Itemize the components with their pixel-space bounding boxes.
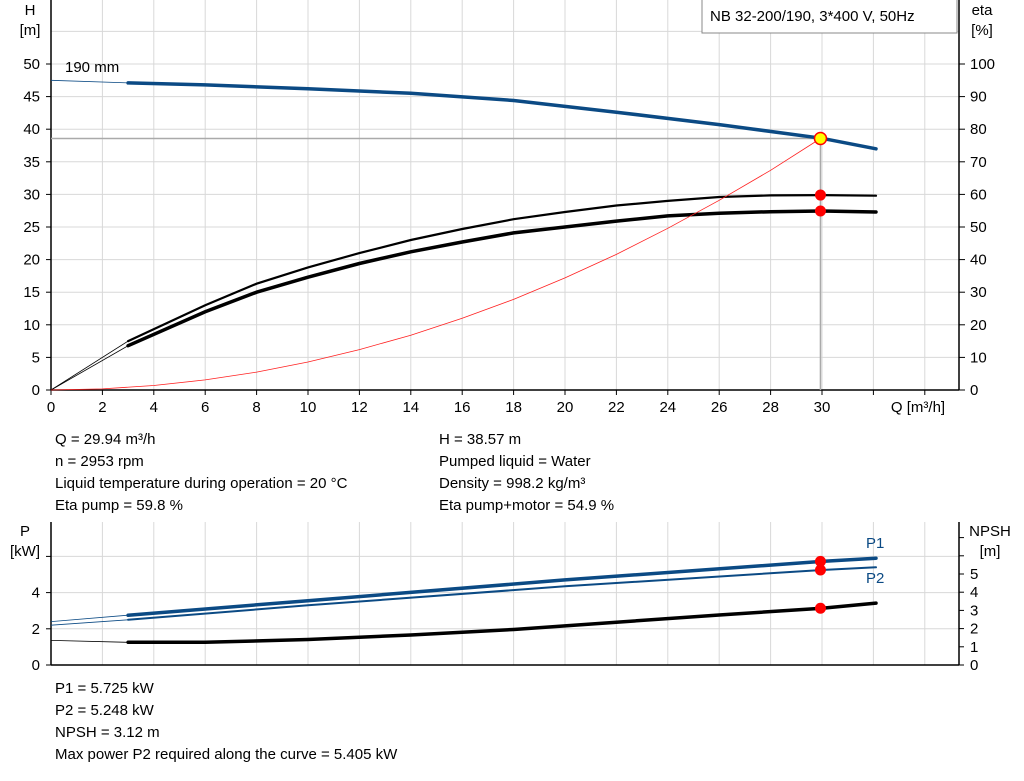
series-eta-pump-extension xyxy=(50,340,129,391)
y-tick-label-right: 60 xyxy=(970,186,987,203)
x-tick-label: 10 xyxy=(300,399,317,416)
title-box xyxy=(701,0,958,34)
result-temperature: Liquid temperature during operation = 20… xyxy=(55,475,348,492)
y-tick-label-left: 25 xyxy=(23,219,40,236)
y-tick-label-right: 40 xyxy=(970,252,987,269)
y-tick-label-left: 5 xyxy=(32,349,40,366)
x-tick-label: 0 xyxy=(47,399,55,416)
series-eta-pump-motor xyxy=(126,209,878,348)
duty-point-eta-pump xyxy=(814,189,826,201)
results-power: P1 = 5.725 kW P2 = 5.248 kW NPSH = 3.12 … xyxy=(55,678,397,766)
result-liquid: Pumped liquid = Water xyxy=(439,453,591,470)
y-axis-label-right-unit: [%] xyxy=(971,22,993,39)
x-axis-label: Q [m³/h] xyxy=(891,399,945,416)
y-axis-label-right: eta xyxy=(972,2,994,19)
y-tick-label-right: 4 xyxy=(970,584,978,601)
series-system-curve xyxy=(50,138,821,391)
result-max-p2: Max power P2 required along the curve = … xyxy=(55,746,398,763)
y-tick-label-left: 30 xyxy=(23,186,40,203)
results-left: Q = 29.94 m³/h n = 2953 rpm Liquid tempe… xyxy=(55,429,347,517)
y-axis-label-left-unit: [m] xyxy=(20,22,41,39)
y-tick-label-left: 0 xyxy=(32,657,40,674)
series-eta-pump xyxy=(127,193,878,343)
y-tick-label-left: 35 xyxy=(23,154,40,171)
impeller-diameter-label: 190 mm xyxy=(65,59,119,76)
result-speed: n = 2953 rpm xyxy=(55,453,144,470)
y-tick-label-right: 30 xyxy=(970,284,987,301)
y-tick-label-right: 2 xyxy=(970,621,978,638)
series-label-p1: P1 xyxy=(866,535,884,552)
series-head xyxy=(126,81,878,151)
y-tick-label-left: 40 xyxy=(23,121,40,138)
y-tick-label-right: 50 xyxy=(970,219,987,236)
x-tick-label: 16 xyxy=(454,399,471,416)
x-tick-label: 12 xyxy=(351,399,368,416)
y-tick-label-left: 4 xyxy=(32,585,40,602)
result-density: Density = 998.2 kg/m³ xyxy=(439,475,586,492)
duty-point-npsh xyxy=(814,602,826,614)
y-tick-label-right: 80 xyxy=(970,121,987,138)
result-eta-pump: Eta pump = 59.8 % xyxy=(55,497,183,514)
y-tick-label-left: 0 xyxy=(32,382,40,399)
x-tick-label: 8 xyxy=(252,399,260,416)
y-tick-label-right: 100 xyxy=(970,56,995,73)
y-tick-label-right: 10 xyxy=(970,349,987,366)
series-NPSH xyxy=(126,601,878,645)
series-label-p2: P2 xyxy=(866,570,884,587)
result-p2: P2 = 5.248 kW xyxy=(55,702,154,719)
duty-point-p1 xyxy=(814,555,826,567)
x-tick-label: 6 xyxy=(201,399,209,416)
y-tick-label-left: 45 xyxy=(23,89,40,106)
y-tick-label-left: 2 xyxy=(32,621,40,638)
x-tick-label: 22 xyxy=(608,399,625,416)
y-tick-label-right: 90 xyxy=(970,89,987,106)
series-head-extension xyxy=(50,79,129,84)
series-P2-extension xyxy=(50,619,129,626)
x-tick-label: 20 xyxy=(557,399,574,416)
y-tick-label-right: 1 xyxy=(970,639,978,656)
y-tick-label-right: 3 xyxy=(970,602,978,619)
x-tick-label: 24 xyxy=(659,399,676,416)
y-tick-label-left: 15 xyxy=(23,284,40,301)
result-eta-pump-motor: Eta pump+motor = 54.9 % xyxy=(439,497,615,514)
y-axis-label-right: NPSH xyxy=(969,523,1011,540)
series-NPSH-extension xyxy=(50,640,129,643)
y-tick-label-right: 70 xyxy=(970,154,987,171)
series-P1 xyxy=(126,556,878,617)
result-npsh: NPSH = 3.12 m xyxy=(55,724,160,741)
y-tick-label-left: 50 xyxy=(23,56,40,73)
result-head: H = 38.57 m xyxy=(439,431,522,448)
y-tick-label-right: 0 xyxy=(970,657,978,674)
duty-point-p2 xyxy=(814,564,826,576)
y-axis-label-left: H xyxy=(25,2,36,19)
series-P1-extension xyxy=(50,614,129,622)
x-tick-label: 14 xyxy=(402,399,419,416)
y-tick-label-right: 20 xyxy=(970,317,987,334)
y-tick-label-right: 0 xyxy=(970,382,978,399)
x-tick-label: 30 xyxy=(814,399,831,416)
duty-point-eta-pump-motor xyxy=(814,205,826,217)
y-tick-label-left: 20 xyxy=(23,252,40,269)
x-tick-label: 28 xyxy=(762,399,779,416)
y-tick-label-left: 10 xyxy=(23,317,40,334)
x-tick-label: 2 xyxy=(98,399,106,416)
series-P2 xyxy=(127,566,877,621)
results-right: H = 38.57 m Pumped liquid = Water Densit… xyxy=(439,429,614,517)
x-tick-label: 26 xyxy=(711,399,728,416)
y-axis-label-left-unit: [kW] xyxy=(10,543,40,560)
x-tick-label: 18 xyxy=(505,399,522,416)
result-flow: Q = 29.94 m³/h xyxy=(55,431,156,448)
y-tick-label-right: 5 xyxy=(970,566,978,583)
series-eta-pump-motor-extension xyxy=(50,345,129,391)
title-box-text: NB 32-200/190, 3*400 V, 50Hz xyxy=(710,8,915,25)
y-axis-label-right-unit: [m] xyxy=(980,543,1001,560)
x-tick-label: 4 xyxy=(150,399,158,416)
y-axis-label-left: P xyxy=(20,523,30,540)
result-p1: P1 = 5.725 kW xyxy=(55,680,154,697)
duty-point-head xyxy=(813,131,828,146)
